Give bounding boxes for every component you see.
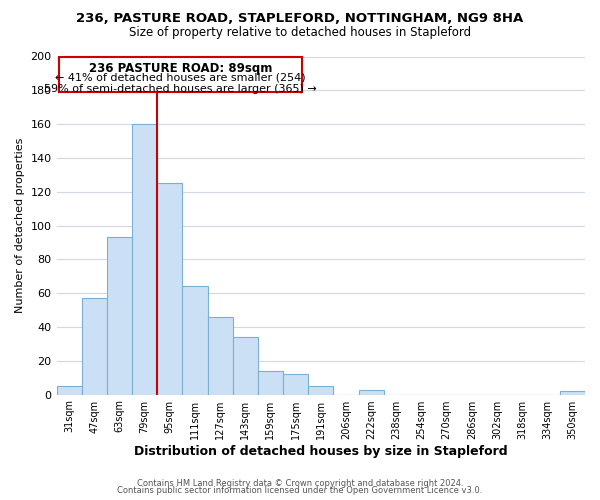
Bar bbox=[359, 390, 383, 394]
X-axis label: Distribution of detached houses by size in Stapleford: Distribution of detached houses by size … bbox=[134, 444, 508, 458]
Bar bbox=[82, 298, 107, 394]
Bar bbox=[283, 374, 308, 394]
Text: ← 41% of detached houses are smaller (254): ← 41% of detached houses are smaller (25… bbox=[55, 72, 306, 83]
Bar bbox=[132, 124, 157, 394]
Bar bbox=[233, 337, 258, 394]
Y-axis label: Number of detached properties: Number of detached properties bbox=[15, 138, 25, 313]
Bar bbox=[308, 386, 334, 394]
Title: 236, PASTURE ROAD, STAPLEFORD, NOTTINGHAM, NG9 8HA
Size of property relative to : 236, PASTURE ROAD, STAPLEFORD, NOTTINGHA… bbox=[0, 499, 1, 500]
Text: Contains public sector information licensed under the Open Government Licence v3: Contains public sector information licen… bbox=[118, 486, 482, 495]
Bar bbox=[560, 391, 585, 394]
Text: Contains HM Land Registry data © Crown copyright and database right 2024.: Contains HM Land Registry data © Crown c… bbox=[137, 478, 463, 488]
Bar bbox=[182, 286, 208, 395]
Bar bbox=[56, 386, 82, 394]
Bar bbox=[258, 371, 283, 394]
Text: Size of property relative to detached houses in Stapleford: Size of property relative to detached ho… bbox=[129, 26, 471, 39]
Bar bbox=[157, 184, 182, 394]
Text: 236, PASTURE ROAD, STAPLEFORD, NOTTINGHAM, NG9 8HA: 236, PASTURE ROAD, STAPLEFORD, NOTTINGHA… bbox=[76, 12, 524, 26]
FancyBboxPatch shape bbox=[59, 56, 302, 92]
Bar bbox=[107, 238, 132, 394]
Text: 59% of semi-detached houses are larger (365) →: 59% of semi-detached houses are larger (… bbox=[44, 84, 317, 94]
Text: 236 PASTURE ROAD: 89sqm: 236 PASTURE ROAD: 89sqm bbox=[89, 62, 272, 75]
Bar bbox=[208, 317, 233, 394]
